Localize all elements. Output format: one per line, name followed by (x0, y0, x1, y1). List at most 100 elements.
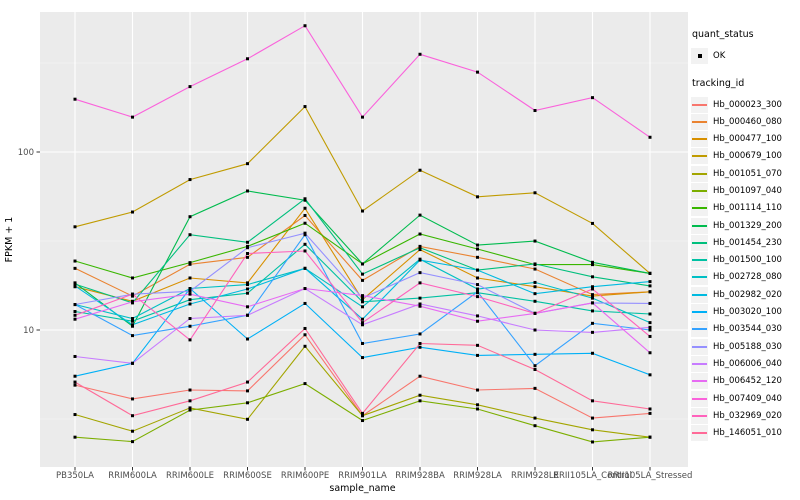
x-tick-label: RRIM600LA (108, 471, 157, 481)
x-tick-label: RRII105LA_Control (553, 471, 632, 481)
legend-item-label: Hb_001500_100 (713, 255, 782, 266)
data-point (188, 298, 192, 302)
legend-key-box (691, 217, 708, 234)
data-point (188, 276, 192, 280)
data-point (361, 298, 364, 302)
data-point (188, 399, 192, 403)
legend-title-tracking-id: tracking_id (692, 78, 745, 89)
data-point (533, 292, 537, 296)
data-point (476, 319, 479, 323)
legend-item-label: Hb_001097_040 (713, 185, 782, 196)
legend-key-box (691, 96, 708, 113)
data-point (591, 330, 594, 334)
data-point (648, 301, 652, 305)
data-point (303, 24, 307, 28)
data-point (246, 337, 249, 341)
data-point (303, 105, 307, 109)
data-point (131, 397, 134, 401)
series-line-swatch-icon (692, 432, 707, 435)
data-point (246, 246, 249, 250)
data-point (476, 314, 479, 318)
data-point (476, 283, 479, 287)
data-point (591, 296, 594, 300)
data-point (188, 233, 192, 237)
data-point (476, 403, 479, 407)
legend-title-quant-status: quant_status (692, 29, 754, 40)
legend-item-ok: OK (691, 47, 797, 64)
y-tick-label: 10 (23, 326, 34, 336)
data-point (303, 287, 307, 291)
data-point (246, 283, 249, 287)
legend-item-label: Hb_003020_100 (713, 307, 782, 318)
data-point (131, 319, 134, 323)
data-point (476, 247, 479, 251)
data-point (418, 304, 422, 308)
data-point (131, 292, 134, 296)
legend-item-label: Hb_006452_120 (713, 376, 782, 387)
legend-item-Hb_003544_030: Hb_003544_030 (691, 321, 797, 338)
data-point (418, 345, 422, 349)
legend-key-box (691, 407, 708, 424)
data-point (418, 271, 422, 275)
data-point (533, 267, 537, 271)
data-point (246, 313, 249, 317)
data-point (648, 135, 652, 139)
data-point (246, 240, 249, 244)
legend-item-Hb_000023_300: Hb_000023_300 (691, 96, 797, 113)
data-point (648, 373, 652, 377)
data-point (591, 260, 594, 264)
legend-item-Hb_007409_040: Hb_007409_040 (691, 390, 797, 407)
data-point (476, 255, 479, 259)
legend-item-label: Hb_002728_080 (713, 272, 782, 283)
series-line-swatch-icon (692, 380, 707, 383)
data-point (188, 388, 192, 392)
y-tick-label: 100 (18, 148, 34, 158)
x-axis-title: sample_name (329, 483, 395, 494)
data-point (476, 407, 479, 411)
data-point (131, 317, 134, 321)
legend-key-box (691, 182, 708, 199)
series-line-swatch-icon (692, 397, 707, 400)
data-point (188, 408, 192, 412)
data-point (591, 221, 594, 225)
legend-key-box (691, 390, 708, 407)
data-point (131, 334, 134, 338)
legend-key-box (691, 234, 708, 251)
x-tick-label: RRIM901LA (338, 471, 387, 481)
legend-key-box (691, 200, 708, 217)
data-point (418, 248, 422, 252)
y-axis-title: FPKM + 1 (4, 217, 15, 263)
data-point (476, 388, 479, 392)
legend-tracking-keys: Hb_000023_300 Hb_000460_080 Hb_000477_100 H… (691, 96, 797, 442)
data-point (418, 393, 422, 397)
data-point (246, 380, 249, 384)
data-point (476, 295, 479, 299)
legend-item-Hb_001500_100: Hb_001500_100 (691, 252, 797, 269)
legend-item-Hb_001454_230: Hb_001454_230 (691, 234, 797, 251)
data-point (648, 435, 652, 439)
data-point (303, 344, 307, 348)
data-point (188, 324, 192, 328)
data-point (418, 281, 422, 285)
data-point (188, 292, 192, 296)
x-tick-labels: PB350LA RRIM600LA RRIM600LE RRIM600SE RRIM60… (56, 471, 692, 481)
legend-item-Hb_006006_040: Hb_006006_040 (691, 355, 797, 372)
data-point (188, 178, 192, 182)
data-point (591, 440, 594, 444)
data-point (131, 440, 134, 444)
series-line-swatch-icon (692, 345, 707, 348)
x-tick-label: RRIM600PE (281, 471, 329, 481)
series-line-swatch-icon (692, 189, 707, 192)
data-point (591, 428, 594, 432)
data-point (246, 162, 249, 166)
data-point (476, 243, 479, 247)
data-point (418, 52, 422, 56)
data-point (476, 195, 479, 199)
data-point (246, 287, 249, 291)
minor-gridlines (40, 62, 688, 420)
data-point (73, 266, 77, 270)
data-point (131, 361, 134, 365)
legend: quant_status OK tracking_id Hb_000023_30… (691, 29, 797, 442)
data-point (246, 255, 249, 259)
